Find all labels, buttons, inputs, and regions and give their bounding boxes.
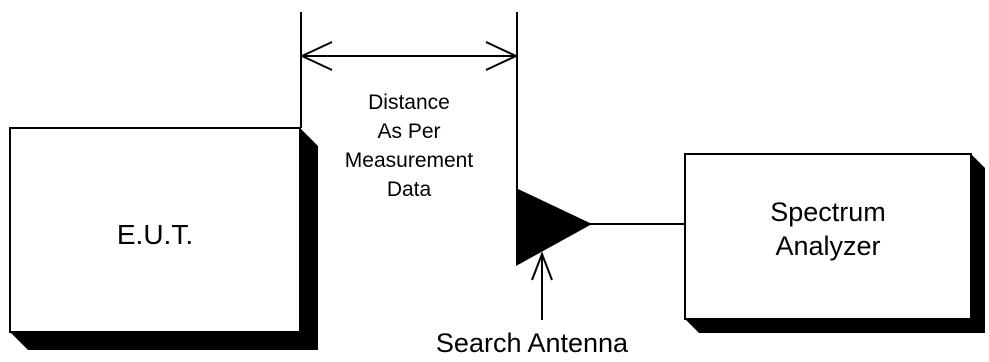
spectrum-analyzer-label-line2: Analyzer xyxy=(775,231,880,261)
search-antenna-pointer-arrowhead xyxy=(531,251,553,281)
distance-left-arrowhead xyxy=(299,41,333,71)
search-antenna-label: Search Antenna xyxy=(436,328,629,358)
search-antenna-icon xyxy=(516,188,592,266)
search-antenna-pointer xyxy=(531,251,553,320)
eut-label: E.U.T. xyxy=(117,219,193,250)
spectrum-analyzer-box: Spectrum Analyzer xyxy=(684,153,985,333)
spectrum-analyzer-label-line1: Spectrum xyxy=(770,197,886,227)
distance-label-line2: As Per xyxy=(377,120,440,143)
eut-box-face xyxy=(9,127,301,333)
spectrum-analyzer-box-face xyxy=(684,153,972,320)
distance-right-arrowhead xyxy=(485,41,519,71)
distance-label-line3: Measurement xyxy=(345,149,474,172)
distance-label: Distance As Per Measurement Data xyxy=(345,91,474,201)
distance-label-line4: Data xyxy=(387,178,432,201)
distance-dimension xyxy=(299,12,519,190)
eut-box: E.U.T. xyxy=(9,127,318,350)
distance-label-line1: Distance xyxy=(368,91,450,114)
